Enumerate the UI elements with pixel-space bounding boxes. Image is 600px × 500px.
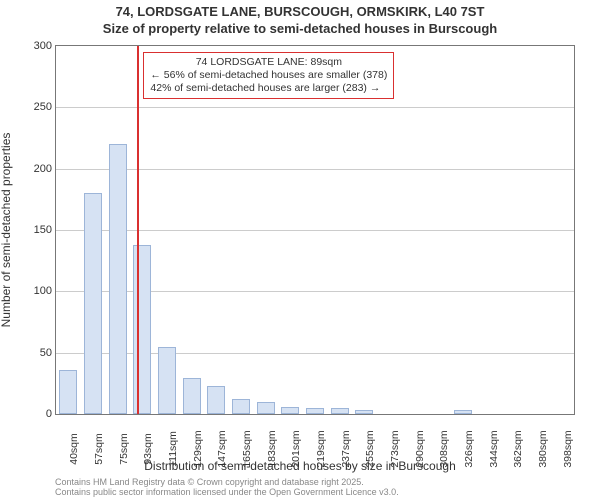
footer-attribution: Contains HM Land Registry data © Crown c… xyxy=(55,477,399,498)
y-tick-label: 150 xyxy=(12,224,52,236)
x-tick-label: 273sqm xyxy=(389,430,401,467)
reference-line xyxy=(137,46,139,414)
bar xyxy=(232,399,250,414)
x-tick-label: 308sqm xyxy=(438,430,450,467)
x-tick-label: 75sqm xyxy=(118,433,130,465)
x-tick-label: 40sqm xyxy=(68,433,80,465)
bar xyxy=(257,402,275,414)
bar xyxy=(158,347,176,414)
x-tick-label: 290sqm xyxy=(414,430,426,467)
annot-line3: 42% of semi-detached houses are larger (… xyxy=(150,82,387,95)
footer-line2: Contains public sector information licen… xyxy=(55,487,399,497)
annot-line1: 74 LORDSGATE LANE: 89sqm xyxy=(150,56,387,69)
x-tick-label: 398sqm xyxy=(562,430,574,467)
x-tick-label: 362sqm xyxy=(512,430,524,467)
y-tick-label: 250 xyxy=(12,101,52,113)
plot-area: 74 LORDSGATE LANE: 89sqm ← 56% of semi-d… xyxy=(55,45,575,415)
x-tick-label: 111sqm xyxy=(167,431,179,467)
x-tick-label: 344sqm xyxy=(488,430,500,467)
x-tick-label: 201sqm xyxy=(290,430,302,467)
bars-layer xyxy=(56,46,574,414)
x-tick-label: 380sqm xyxy=(537,430,549,467)
chart-title-line2: Size of property relative to semi-detach… xyxy=(0,21,600,36)
bar xyxy=(59,370,77,414)
bar xyxy=(454,410,472,414)
bar xyxy=(355,410,373,414)
y-tick-label: 200 xyxy=(12,163,52,175)
bar xyxy=(109,144,127,414)
annot-line2: ← 56% of semi-detached houses are smalle… xyxy=(150,69,387,82)
bar xyxy=(281,407,299,414)
y-tick-label: 300 xyxy=(12,40,52,52)
reference-annotation: 74 LORDSGATE LANE: 89sqm ← 56% of semi-d… xyxy=(143,52,394,99)
y-tick-label: 100 xyxy=(12,285,52,297)
bar xyxy=(331,408,349,414)
y-tick-label: 0 xyxy=(12,408,52,420)
y-tick-label: 50 xyxy=(12,347,52,359)
bar xyxy=(84,193,102,414)
x-tick-label: 219sqm xyxy=(315,430,327,467)
chart-title-line1: 74, LORDSGATE LANE, BURSCOUGH, ORMSKIRK,… xyxy=(0,4,600,19)
x-tick-label: 326sqm xyxy=(463,430,475,467)
x-tick-label: 237sqm xyxy=(340,430,352,467)
x-tick-label: 255sqm xyxy=(364,430,376,467)
x-tick-label: 165sqm xyxy=(241,430,253,467)
x-tick-label: 93sqm xyxy=(142,433,154,465)
bar xyxy=(133,245,151,414)
x-tick-label: 57sqm xyxy=(93,433,105,465)
bar xyxy=(183,378,201,414)
bar xyxy=(306,408,324,414)
bar xyxy=(207,386,225,414)
footer-line1: Contains HM Land Registry data © Crown c… xyxy=(55,477,399,487)
x-tick-label: 183sqm xyxy=(266,430,278,467)
x-tick-label: 129sqm xyxy=(192,430,204,467)
x-tick-label: 147sqm xyxy=(216,430,228,467)
